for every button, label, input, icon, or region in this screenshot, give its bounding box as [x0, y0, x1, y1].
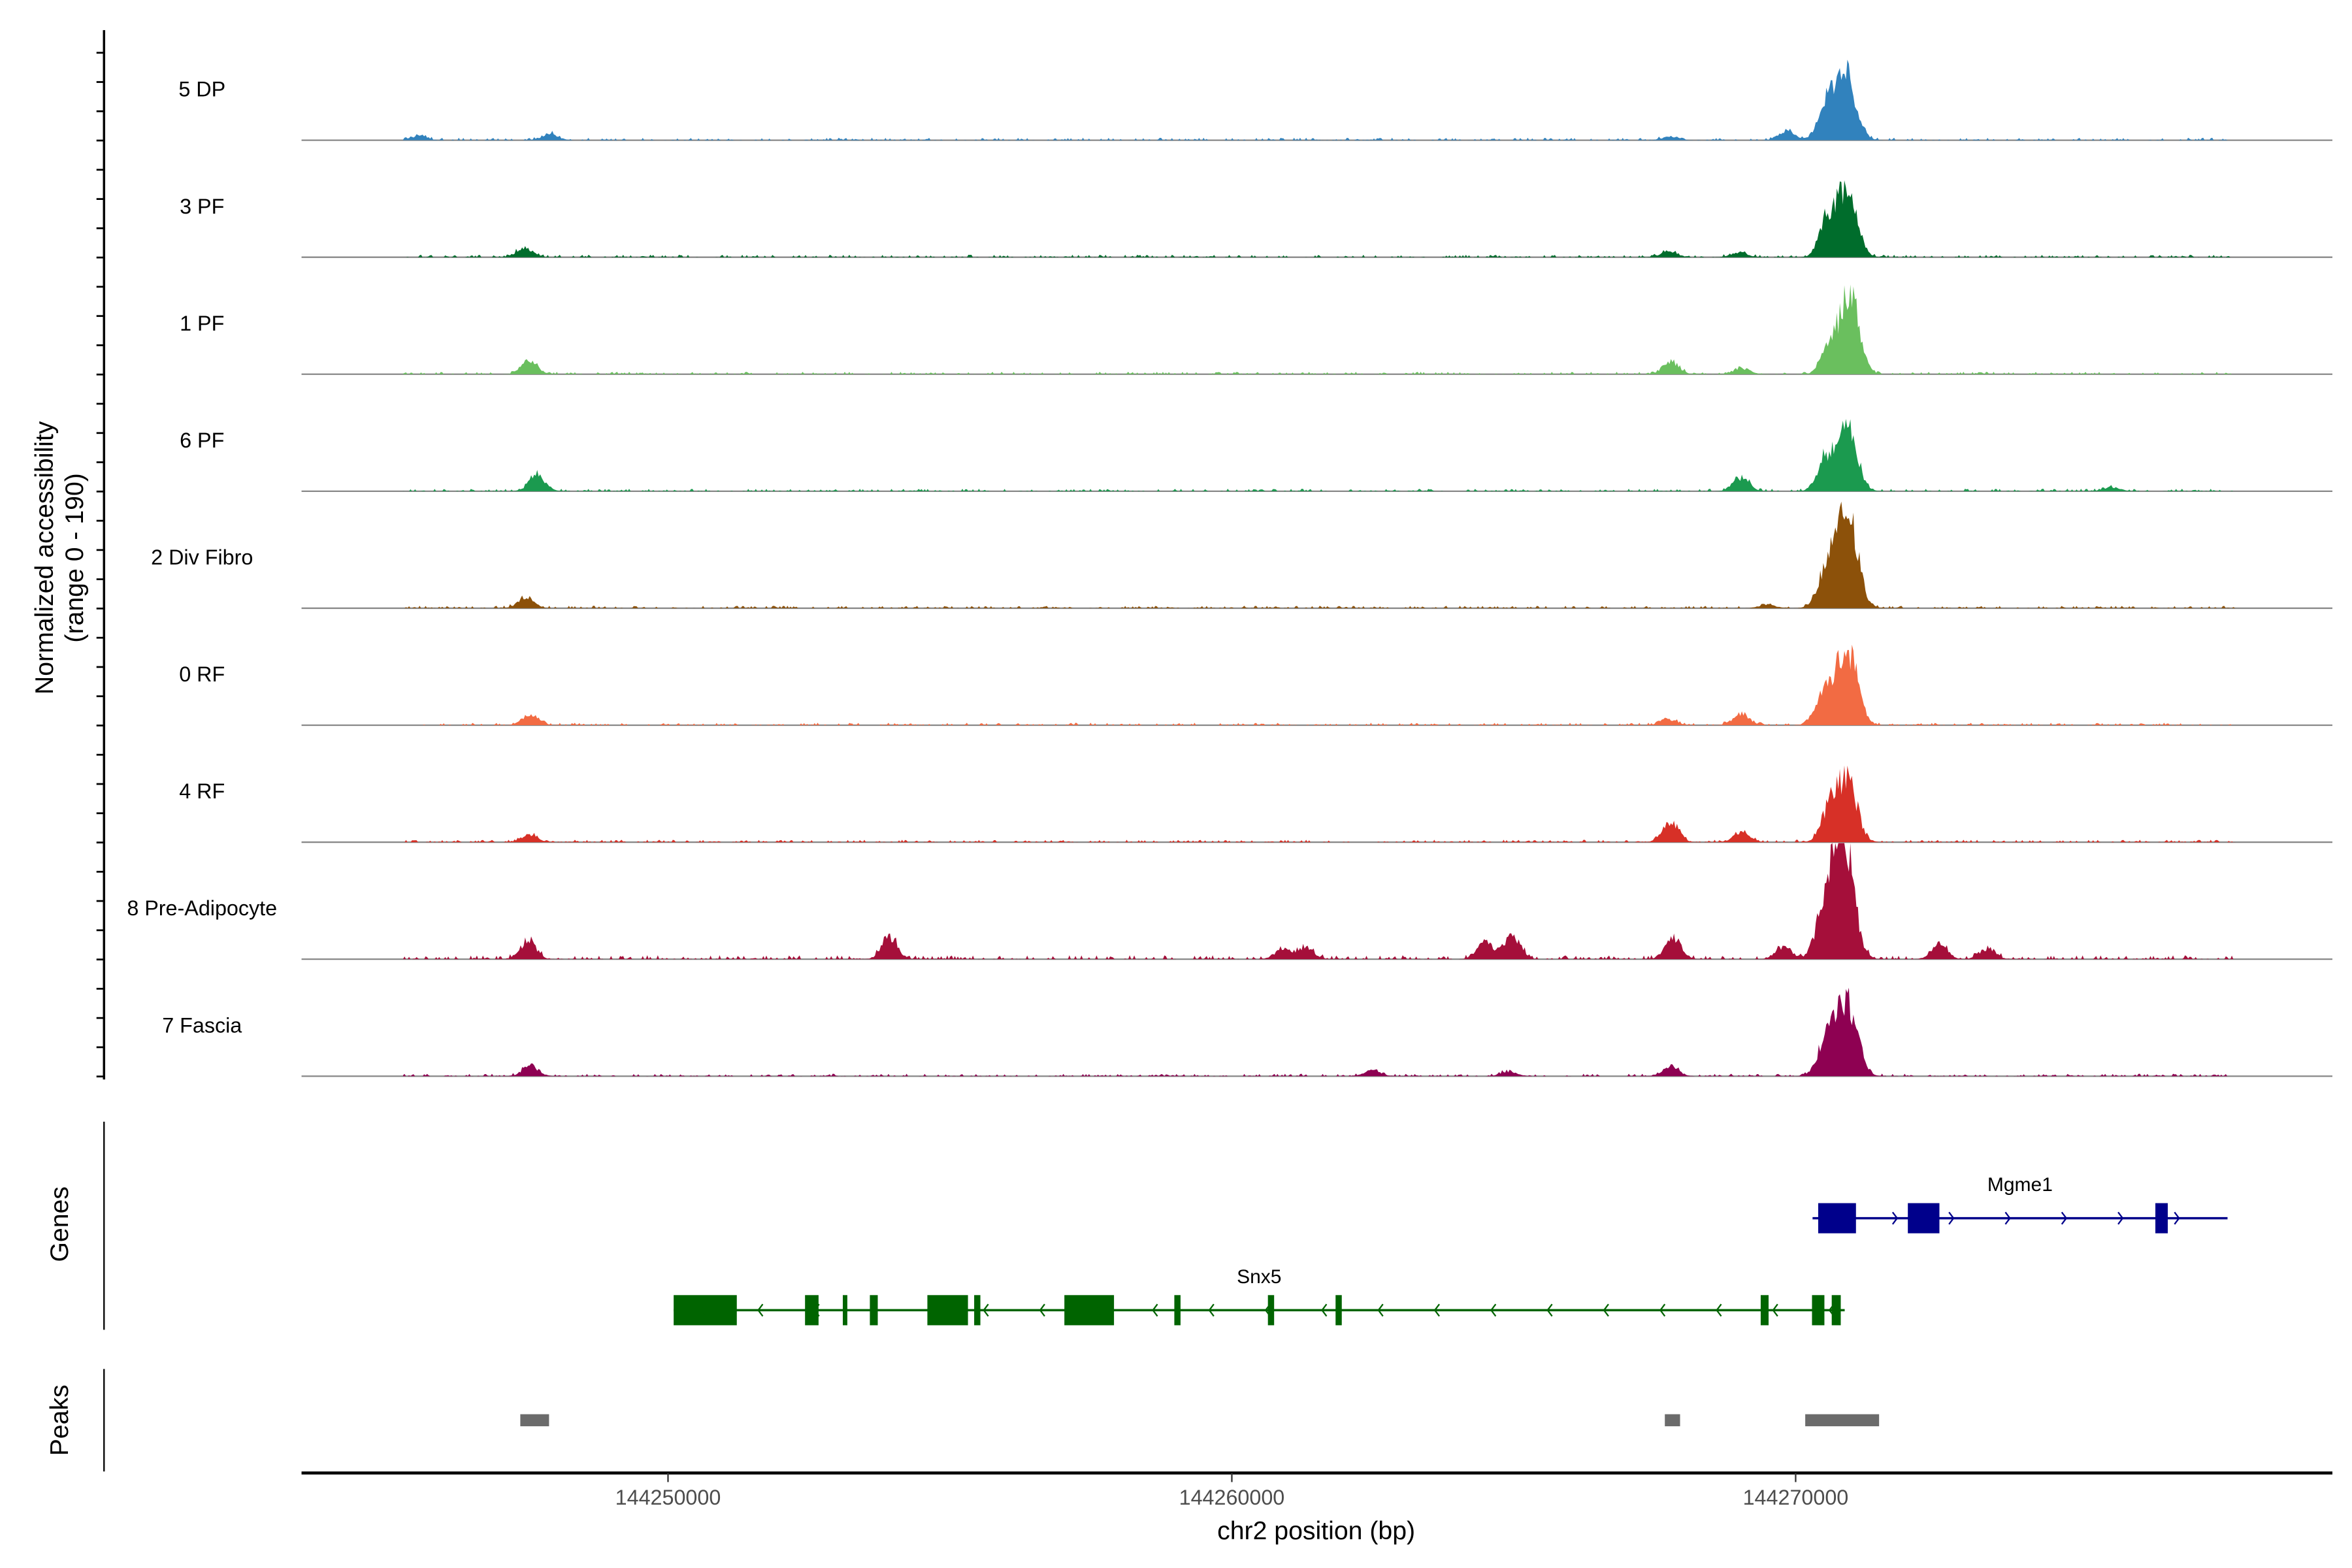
coverage-area	[402, 644, 2236, 725]
strand-arrow-icon	[2061, 1211, 2068, 1225]
strand-arrow-icon	[870, 1303, 876, 1317]
coverage-area	[402, 59, 2236, 140]
track-label: 5 DP	[178, 78, 225, 101]
gene-exon	[1908, 1203, 1940, 1233]
strand-arrow-icon	[2117, 1211, 2124, 1225]
track-7-fascia: 7 Fascia	[162, 987, 2332, 1077]
strand-arrow-icon	[1377, 1303, 1384, 1317]
strand-arrow-icon	[1828, 1303, 1835, 1317]
track-8-pre-adipocyte: 8 Pre-Adipocyte	[127, 843, 2332, 960]
gene-exon	[1812, 1295, 1825, 1326]
track-label: 4 RF	[179, 779, 225, 803]
gene-exon	[674, 1295, 737, 1326]
gene-exon	[1760, 1295, 1769, 1326]
coverage-area	[402, 501, 2236, 608]
track-6-pf: 6 PF	[180, 419, 2332, 492]
track-0-rf: 0 RF	[179, 644, 2332, 727]
track-label: 1 PF	[180, 312, 224, 335]
track-4-rf: 4 RF	[179, 765, 2332, 843]
coverage-area	[402, 180, 2236, 257]
gene-exon	[1335, 1295, 1342, 1326]
x-axis-ticks: 144250000 144260000 144270000	[615, 1473, 1849, 1509]
x-tick-label: 144250000	[615, 1486, 721, 1509]
coverage-area	[402, 843, 2236, 960]
track-1-pf: 1 PF	[180, 284, 2332, 375]
gene-exon	[805, 1295, 819, 1326]
x-tick-label: 144270000	[1743, 1486, 1849, 1509]
track-label: 3 PF	[180, 195, 224, 218]
strand-arrow-icon	[1208, 1303, 1215, 1317]
y-axis-title: Normalized accessibility	[30, 421, 59, 694]
strand-arrow-icon	[1948, 1211, 1955, 1225]
strand-arrow-icon	[1152, 1303, 1158, 1317]
strand-arrow-icon	[2004, 1211, 2011, 1225]
strand-arrow-icon	[983, 1303, 989, 1317]
strand-arrow-icon	[1835, 1211, 1842, 1225]
strand-arrow-icon	[2174, 1211, 2180, 1225]
gene-exon	[927, 1295, 968, 1326]
strand-arrow-icon	[700, 1303, 708, 1317]
strand-arrow-icon	[1772, 1303, 1778, 1317]
gene-exon	[1267, 1295, 1275, 1326]
x-axis-title: chr2 position (bp)	[1217, 1516, 1415, 1545]
gene-label: Snx5	[1237, 1266, 1281, 1288]
coverage-area	[402, 284, 2236, 374]
track-2-div-fibro: 2 Div Fibro	[151, 501, 2332, 610]
peaks-panel-label: Peaks	[45, 1384, 74, 1456]
gene-exon	[2155, 1203, 2168, 1233]
strand-arrow-icon	[1716, 1303, 1722, 1317]
y-axis-range: (range 0 - 190)	[60, 473, 89, 642]
track-label: 2 Div Fibro	[151, 546, 253, 569]
genes-panel-label: Genes	[45, 1186, 74, 1262]
track-label: 8 Pre-Adipocyte	[127, 896, 277, 920]
gene-label: Mgme1	[1987, 1174, 2053, 1196]
strand-arrow-icon	[1321, 1303, 1328, 1317]
coverage-area	[402, 765, 2236, 843]
track-5-dp: 5 DP	[178, 59, 2332, 141]
strand-arrow-icon	[1659, 1303, 1666, 1317]
strand-arrow-icon	[1603, 1303, 1609, 1317]
gene-exon	[1818, 1203, 1856, 1233]
track-label: 6 PF	[180, 429, 224, 452]
coverage-area	[402, 419, 2236, 491]
track-label: 7 Fascia	[162, 1013, 242, 1037]
gene-exon	[1174, 1295, 1181, 1326]
strand-arrow-icon	[1264, 1303, 1271, 1317]
peak-track	[520, 1414, 1880, 1427]
strand-arrow-icon	[1490, 1303, 1497, 1317]
gene-track: Mgme1 Snx5	[674, 1174, 2228, 1326]
track-3-pf: 3 PF	[180, 180, 2332, 258]
track-label: 0 RF	[179, 662, 225, 686]
coverage-area	[402, 987, 2236, 1077]
gene-exon	[870, 1295, 878, 1326]
coverage-tracks: 5 DP 3 PF 1 PF 6 PF 2 Div Fibro 0 RF 4 RF 8 Pre…	[127, 59, 2332, 1077]
strand-arrow-icon	[926, 1303, 933, 1317]
strand-arrow-icon	[1039, 1303, 1045, 1317]
x-tick-label: 144260000	[1179, 1486, 1285, 1509]
strand-arrow-icon	[1891, 1211, 1899, 1225]
peak-region	[1805, 1414, 1880, 1427]
strand-arrow-icon	[1433, 1303, 1440, 1317]
strand-arrow-icon	[1546, 1303, 1553, 1317]
strand-arrow-icon	[757, 1303, 764, 1317]
peak-region	[520, 1414, 549, 1427]
gene-snx5: Snx5	[674, 1266, 1845, 1326]
gene-exon	[974, 1295, 981, 1326]
gene-exon	[1064, 1295, 1115, 1326]
strand-arrow-icon	[813, 1303, 820, 1317]
strand-arrow-icon	[1095, 1303, 1102, 1317]
y-axis-ticks	[96, 52, 105, 1078]
peak-region	[1665, 1414, 1680, 1427]
gene-exon	[1831, 1295, 1841, 1326]
gene-mgme1: Mgme1	[1812, 1174, 2228, 1233]
gene-exon	[843, 1295, 847, 1326]
